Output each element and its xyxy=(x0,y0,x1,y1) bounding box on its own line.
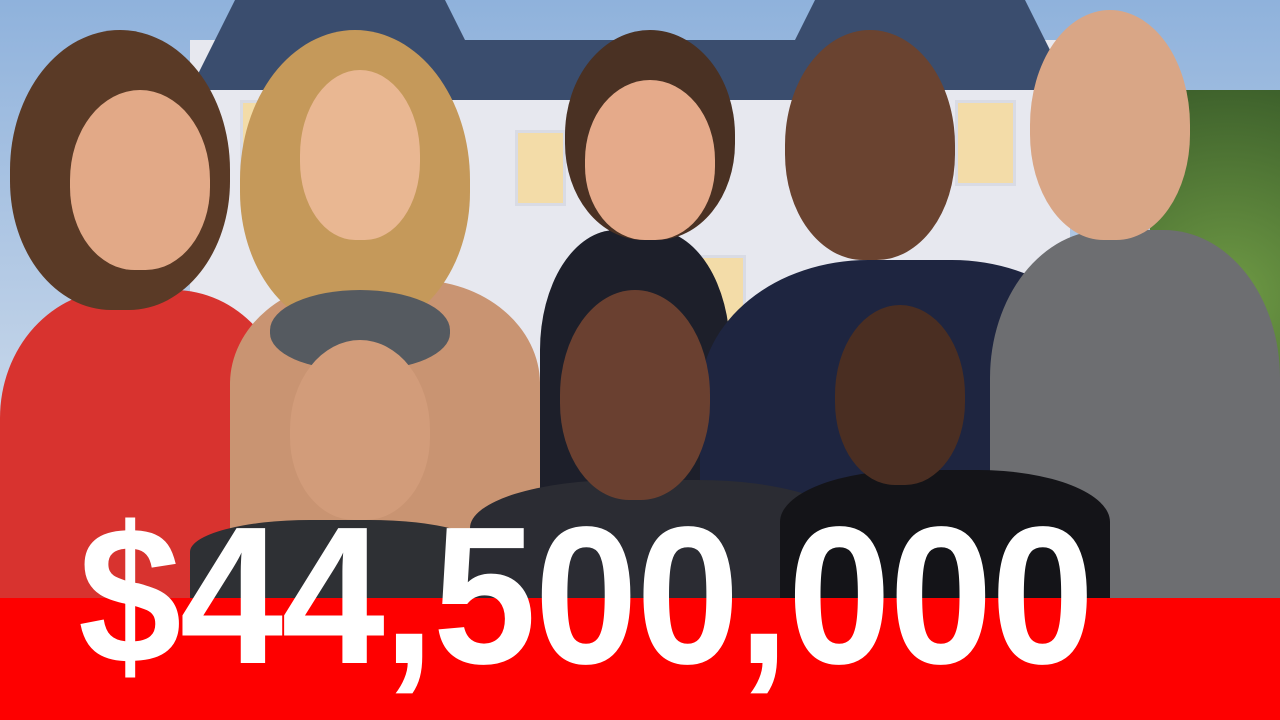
price-text: $44,500,000 xyxy=(78,486,1094,705)
red-banner xyxy=(0,598,1280,720)
